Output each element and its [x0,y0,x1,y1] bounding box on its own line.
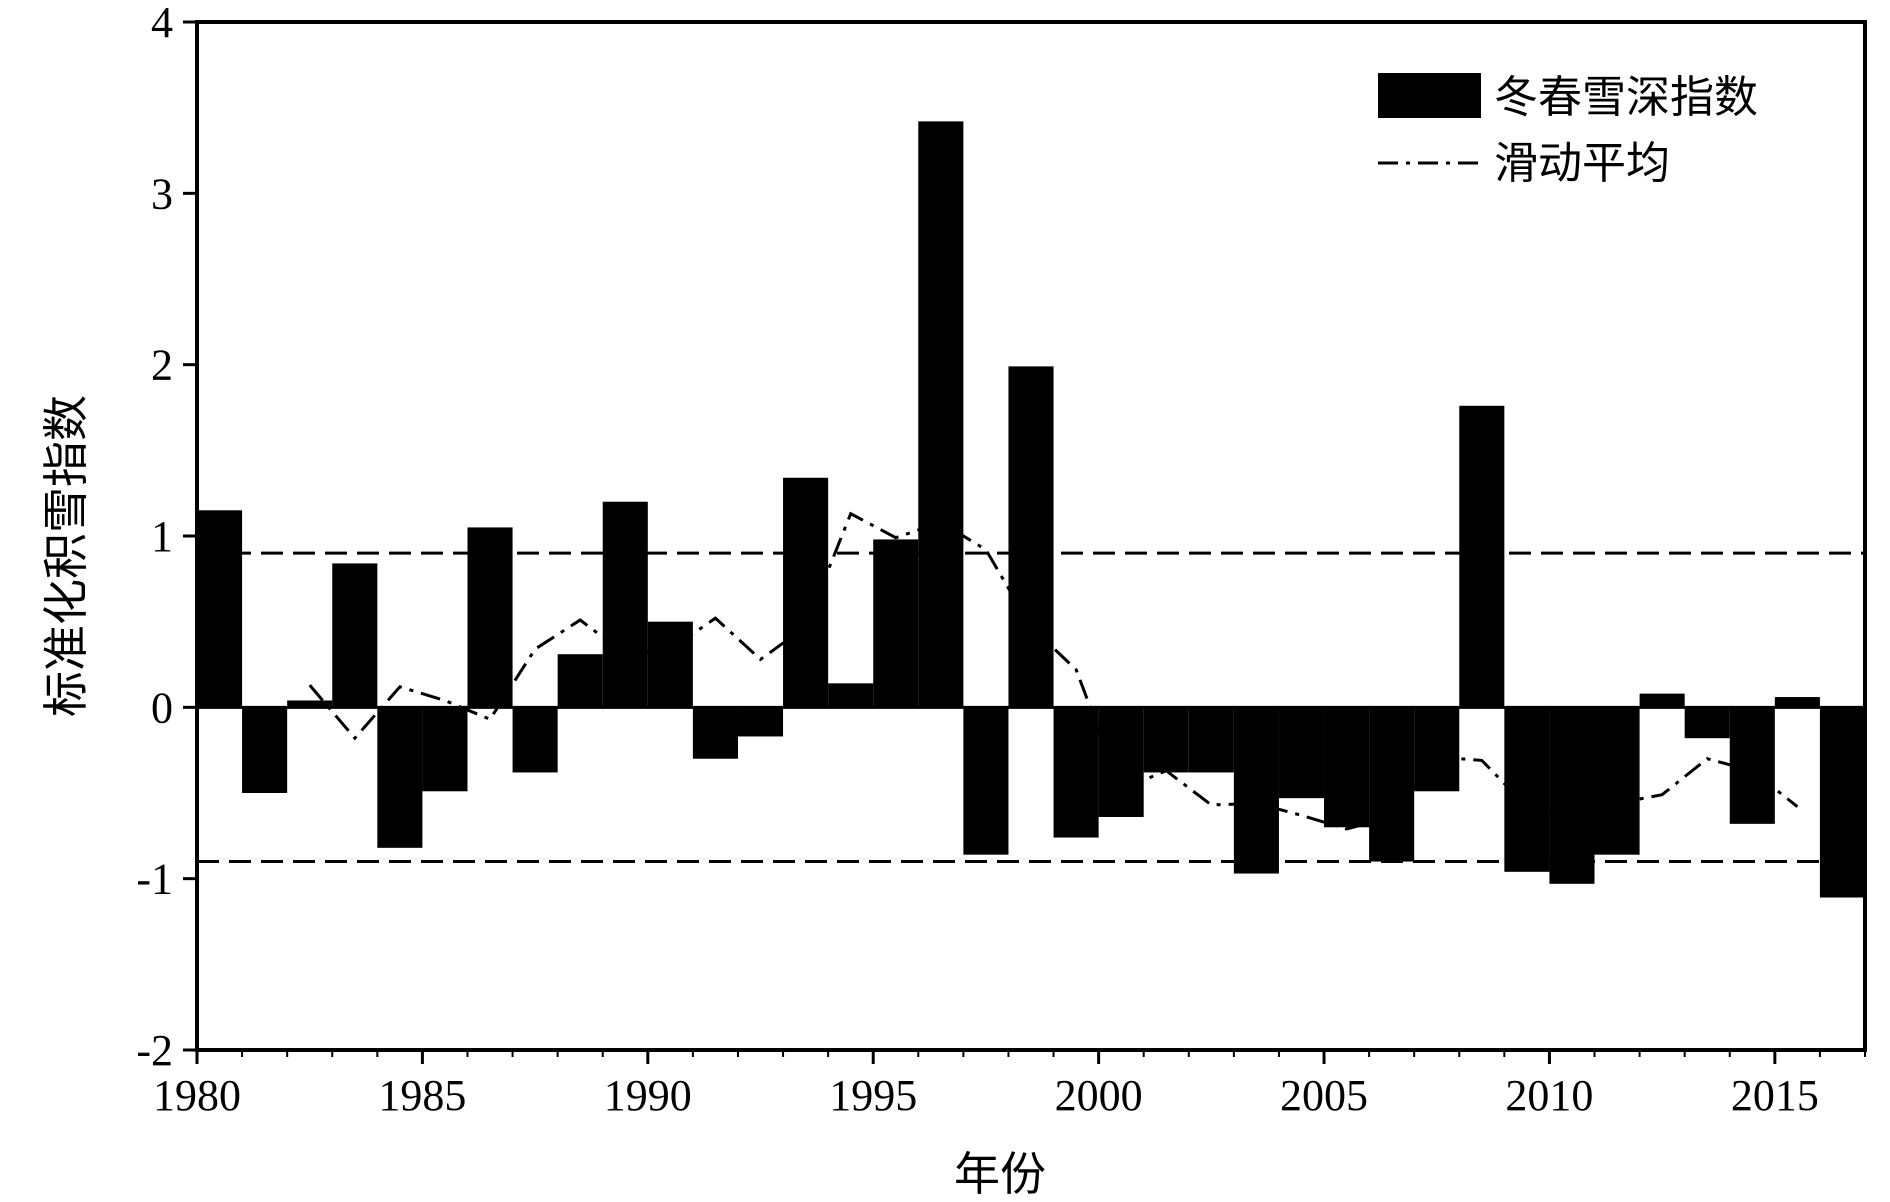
bar-1989 [602,501,648,708]
moving-average-line [308,511,1799,831]
y-tick-label: 1 [151,512,173,561]
bar-2013 [1684,707,1730,739]
bar-2010 [1549,707,1595,884]
x-tick-label: 2005 [1280,1071,1368,1120]
bar-1993 [783,477,829,708]
bar-1996 [918,121,964,708]
bar-series [197,121,1890,898]
x-tick-label: 1990 [604,1071,692,1120]
bar-1992 [737,707,784,737]
bar-1999 [1053,707,1099,838]
legend: 冬春雪深指数 滑动平均 [1378,72,1758,189]
bar-2012 [1639,693,1685,708]
bar-1984 [377,707,423,848]
bar-1994 [828,683,874,708]
y-tick-label: -2 [136,1026,173,1075]
y-tick-label: 0 [151,683,173,732]
bar-2000 [1098,707,1144,817]
bar-2006 [1369,707,1415,862]
bar-2005 [1324,707,1370,828]
bar-2008 [1459,405,1505,708]
bar-2002 [1188,707,1234,773]
x-tick-label: 1995 [829,1071,917,1120]
bar-1983 [332,563,378,708]
legend-bar-label: 冬春雪深指数 [1494,72,1758,123]
x-axis-ticks: 1980 1985 1990 1995 2000 2005 2010 2015 [153,1050,1866,1120]
legend-bar-swatch [1378,73,1481,118]
y-tick-label: 4 [151,0,173,47]
bar-2003 [1233,707,1279,874]
x-axis-title: 年份 [954,1147,1046,1201]
x-tick-label: 2000 [1055,1071,1143,1120]
moving-average-series [308,511,1799,831]
x-tick-label: 2010 [1505,1071,1593,1120]
bar-1982 [287,700,333,708]
bar-2015 [1774,697,1820,708]
bar-1998 [1008,366,1054,708]
bar-1995 [873,539,919,708]
bar-1991 [692,707,738,759]
y-axis-ticks: -2 -1 0 1 2 3 4 [136,0,197,1075]
x-tick-label: 1980 [153,1071,241,1120]
bar-1986 [467,527,513,708]
x-tick-label: 2015 [1731,1071,1819,1120]
bar-1997 [963,707,1009,855]
bar-2011 [1594,707,1640,855]
legend-line-label: 滑动平均 [1494,138,1670,189]
bar-1990 [647,621,693,708]
y-tick-label: -1 [136,855,173,904]
y-tick-label: 3 [151,169,173,218]
reference-lines [197,551,1865,864]
bar-1988 [557,654,603,708]
bar-1981 [242,707,288,793]
x-tick-label: 1985 [378,1071,466,1120]
y-axis-title: 标准化积雪指数 [39,395,93,717]
bar-1987 [512,707,558,773]
bar-1980 [197,510,243,708]
y-tick-label: 2 [151,341,173,390]
bar-2001 [1143,707,1189,773]
bar-1985 [422,707,468,792]
bar-2004 [1278,707,1325,799]
bar-2016 [1819,707,1865,898]
bar-2017 [1865,707,1890,875]
